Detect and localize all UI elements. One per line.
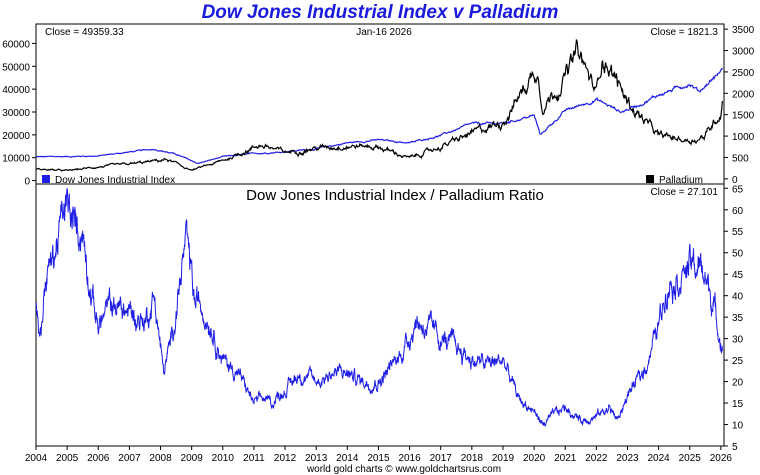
x-axis-tick-label: 2018 bbox=[461, 453, 484, 464]
ratio-axis-tick-label: 30 bbox=[732, 335, 744, 346]
left-axis-tick-label: 0 bbox=[24, 177, 30, 188]
x-axis-tick-label: 2024 bbox=[647, 453, 670, 464]
x-axis-tick-label: 2004 bbox=[25, 453, 48, 464]
left-axis-tick-label: 20000 bbox=[2, 131, 30, 142]
x-axis-tick-label: 2013 bbox=[305, 453, 328, 464]
left-axis-tick-label: 10000 bbox=[2, 154, 30, 165]
series-lines bbox=[35, 38, 723, 427]
ratio-series-line bbox=[35, 188, 723, 427]
x-axis-tick-label: 2005 bbox=[56, 453, 79, 464]
top-panel-frame bbox=[35, 23, 725, 185]
x-axis-tick-label: 2022 bbox=[585, 453, 608, 464]
left-axis-tick-label: 30000 bbox=[2, 108, 30, 119]
ratio-axis-tick-label: 20 bbox=[732, 378, 744, 389]
x-axis-tick-label: 2007 bbox=[118, 453, 141, 464]
x-axis-tick-label: 2010 bbox=[212, 453, 235, 464]
ratio-axis-tick-label: 10 bbox=[732, 421, 744, 432]
ratio-axis-tick-label: 35 bbox=[732, 313, 744, 324]
ratio-axis-tick-label: 65 bbox=[732, 184, 744, 195]
x-axis-tick-label: 2016 bbox=[398, 453, 421, 464]
right-axis-tick-label: 2000 bbox=[732, 89, 755, 100]
ratio-title: Dow Jones Industrial Index / Palladium R… bbox=[246, 187, 544, 204]
left-axis-tick-label: 60000 bbox=[2, 39, 30, 50]
left-axis-tick-label: 50000 bbox=[2, 62, 30, 73]
legend-dow-label: Dow Jones Industrial Index bbox=[55, 175, 175, 186]
x-axis-tick-label: 2021 bbox=[554, 453, 577, 464]
tick-labels: 6000050000400003000020000100000350030002… bbox=[2, 25, 754, 464]
ratio-axis-tick-label: 50 bbox=[732, 249, 744, 260]
x-axis-tick-label: 2015 bbox=[367, 453, 390, 464]
dow-close-label: Close = 49359.33 bbox=[45, 27, 124, 38]
bottom-panel-frame bbox=[35, 183, 725, 447]
ratio-axis-tick-label: 45 bbox=[732, 270, 744, 281]
ratio-axis-tick-label: 40 bbox=[732, 292, 744, 303]
right-axis-tick-label: 0 bbox=[732, 175, 738, 186]
x-axis-tick-label: 2011 bbox=[243, 453, 265, 464]
left-axis-tick-label: 40000 bbox=[2, 85, 30, 96]
palladium-close-label: Close = 1821.3 bbox=[650, 27, 718, 38]
chart-title: Dow Jones Industrial Index v Palladium bbox=[201, 2, 559, 23]
x-axis-tick-label: 2025 bbox=[679, 453, 702, 464]
x-axis-tick-label: 2017 bbox=[430, 453, 453, 464]
x-axis-tick-label: 2023 bbox=[616, 453, 639, 464]
x-axis-tick-label: 2012 bbox=[274, 453, 297, 464]
right-axis-tick-label: 2500 bbox=[732, 68, 755, 79]
footer-credit: world gold charts © www.goldchartsrus.co… bbox=[306, 464, 501, 475]
x-axis-tick-label: 2006 bbox=[87, 453, 110, 464]
legend-dow-swatch bbox=[42, 175, 50, 183]
legend-palladium-label: Palladium bbox=[659, 175, 703, 186]
x-axis-tick-label: 2019 bbox=[492, 453, 515, 464]
right-axis-tick-label: 3000 bbox=[732, 47, 755, 58]
ratio-axis-tick-label: 5 bbox=[732, 442, 738, 453]
x-axis-tick-label: 2014 bbox=[336, 453, 359, 464]
legend-palladium-swatch bbox=[646, 175, 654, 183]
x-axis-tick-label: 2008 bbox=[149, 453, 172, 464]
dow-series-line bbox=[35, 67, 723, 165]
ratio-axis-tick-label: 25 bbox=[732, 356, 744, 367]
right-axis-tick-label: 1000 bbox=[732, 132, 755, 143]
right-axis-tick-label: 500 bbox=[732, 153, 749, 164]
ratio-close-label: Close = 27.101 bbox=[650, 187, 718, 198]
x-axis-tick-label: 2009 bbox=[181, 453, 204, 464]
right-axis-tick-label: 1500 bbox=[732, 111, 755, 122]
palladium-series-line bbox=[35, 38, 723, 172]
axis-ticks bbox=[32, 28, 728, 450]
ratio-axis-tick-label: 15 bbox=[732, 399, 744, 410]
ratio-axis-tick-label: 60 bbox=[732, 206, 744, 217]
date-label: Jan-16 2026 bbox=[356, 27, 412, 38]
ratio-axis-tick-label: 55 bbox=[732, 227, 744, 238]
x-axis-tick-label: 2026 bbox=[710, 453, 733, 464]
right-axis-tick-label: 3500 bbox=[732, 25, 755, 36]
x-axis-tick-label: 2020 bbox=[523, 453, 546, 464]
